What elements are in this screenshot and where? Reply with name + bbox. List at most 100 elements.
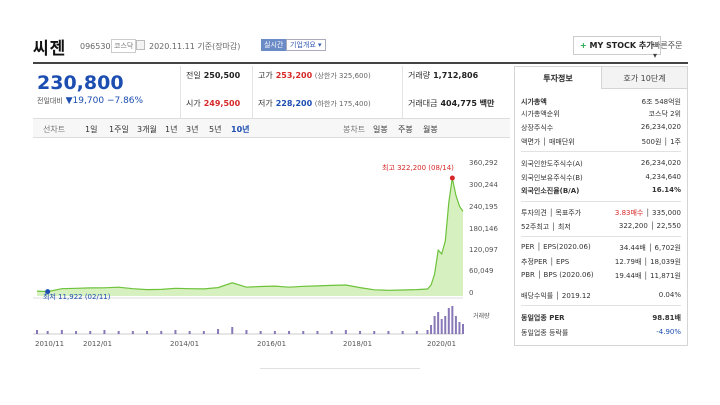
low-annotation: 최저 11,922 (02/11): [43, 293, 111, 301]
info-value: 0.04%: [658, 291, 681, 299]
period-3m[interactable]: 3개월: [137, 125, 157, 134]
lower-limit: (하한가 175,400): [314, 100, 371, 108]
price-chart-svg: [33, 175, 464, 335]
period-3y[interactable]: 3년: [186, 125, 199, 134]
volume-value: 1,712,806: [433, 71, 479, 80]
info-row: 투자의견 │ 목표주가 3.83매수 │ 335,000: [521, 208, 681, 218]
info-row: 상장주식수 26,234,020: [521, 123, 681, 133]
divider: [260, 368, 420, 369]
divider: [252, 66, 253, 118]
volume-bar: [302, 331, 305, 334]
volume-bar: [288, 331, 291, 334]
line-chart-label: 선차트: [43, 125, 66, 134]
x-tick: 2012/01: [83, 340, 113, 348]
volume-bar: [447, 308, 450, 334]
document-icon: [136, 40, 145, 50]
divider: [180, 66, 181, 118]
y-tick: 300,244: [469, 181, 498, 189]
tab-investment-info[interactable]: 투자정보: [515, 67, 601, 89]
divider: [521, 201, 681, 202]
period-1w[interactable]: 1주일: [109, 125, 129, 134]
quick-order-button[interactable]: 빠른주문 ▾: [653, 41, 683, 60]
x-tick: 2018/01: [343, 340, 373, 348]
info-row: 외국인보유주식수(B) 4,234,640: [521, 173, 681, 183]
realtime-button[interactable]: 실시간: [261, 39, 287, 51]
company-overview-button[interactable]: 기업개요 ▾: [286, 39, 326, 51]
low-price: 저가 228,200 (하한가 175,400): [258, 98, 371, 109]
stock-code: 096530: [80, 42, 111, 51]
candle-daily[interactable]: 일봉: [373, 125, 388, 134]
prev-close: 전일 250,500: [186, 70, 240, 81]
info-label: 시가총액순위: [521, 110, 560, 118]
change-label: 전일대비: [37, 97, 63, 105]
volume-bar: [444, 316, 447, 334]
volume-bar: [202, 331, 205, 334]
header-divider: [33, 62, 688, 64]
period-10y[interactable]: 10년: [231, 125, 250, 134]
period-1d[interactable]: 1일: [85, 125, 98, 134]
info-row: 동일업종 PER 98.81배: [521, 313, 681, 323]
divider: [521, 236, 681, 237]
x-tick: 2014/01: [170, 340, 200, 348]
info-label: 동일업종 등락률: [521, 329, 569, 337]
add-mystock-button[interactable]: + MY STOCK 추가: [573, 36, 661, 55]
amount-label: 거래대금: [408, 99, 438, 108]
volume-bar: [188, 331, 191, 334]
volume-bar: [103, 330, 106, 334]
price-chart[interactable]: 360,292 300,244 240,195 180,146 120,097 …: [33, 156, 503, 348]
candle-monthly[interactable]: 월봉: [423, 125, 438, 134]
info-value: 6조 548억원: [641, 98, 681, 106]
volume-bar: [316, 331, 319, 334]
period-1y[interactable]: 1년: [165, 125, 178, 134]
volume-bar: [117, 331, 120, 334]
volume-bar: [387, 331, 390, 334]
tab-order-book[interactable]: 호가 10단계: [601, 67, 687, 89]
change-percent: −7.86%: [106, 96, 144, 106]
info-label: 추정PER │ EPS: [521, 258, 570, 266]
info-label: 외국인한도주식수(A): [521, 160, 583, 168]
volume-bar: [401, 331, 404, 334]
volume-bar: [437, 312, 440, 334]
period-5y[interactable]: 5년: [209, 125, 222, 134]
divider: [521, 151, 681, 152]
quote-date: 2020.11.11 기준(장마감): [149, 42, 241, 51]
high-marker: [449, 175, 455, 181]
info-label: 배당수익률 │ 2019.12: [521, 292, 591, 300]
volume-bar: [36, 330, 38, 334]
info-value: 코스닥 2위: [648, 110, 681, 118]
volume-label: 거래량: [473, 313, 490, 320]
candle-chart-label: 봉차트: [343, 125, 366, 134]
info-value: 34.44배 │ 6,702원: [619, 244, 681, 252]
x-tick: 2010/11: [35, 340, 65, 348]
volume-bar: [60, 330, 63, 334]
high-annotation: 최고 322,200 (08/14): [382, 164, 454, 172]
volume-bar: [462, 324, 464, 334]
info-label: 52주최고 │ 최저: [521, 223, 571, 231]
info-value: 19.44배 │ 11,871원: [614, 272, 681, 280]
volume-bar: [75, 331, 78, 334]
y-tick: 240,195: [469, 203, 498, 211]
info-value: 26,234,020: [640, 159, 681, 167]
info-value: 4,234,640: [645, 173, 681, 181]
y-tick: 60,049: [469, 267, 494, 275]
volume-bar: [454, 316, 457, 334]
price-area: [37, 178, 463, 296]
volume-bar: [245, 330, 248, 334]
info-value: 3.83매수 │ 335,000: [614, 209, 681, 217]
volume-bar: [415, 331, 418, 334]
x-tick: 2016/01: [257, 340, 287, 348]
info-label: 시가총액: [521, 98, 547, 106]
info-label: 동일업종 PER: [521, 314, 565, 322]
info-value: 16.14%: [651, 186, 681, 194]
volume-bar: [273, 331, 276, 334]
volume-bar: [46, 331, 49, 334]
volume-bar: [373, 331, 376, 334]
x-tick: 2020/01: [427, 340, 457, 348]
prev-close-value: 250,500: [203, 71, 241, 80]
volume-bar: [359, 331, 362, 334]
candle-weekly[interactable]: 주봉: [398, 125, 413, 134]
amount-value: 404,775 백만: [440, 99, 495, 108]
info-row: 시가총액 6조 548억원: [521, 97, 681, 107]
y-tick: 0: [469, 289, 474, 297]
